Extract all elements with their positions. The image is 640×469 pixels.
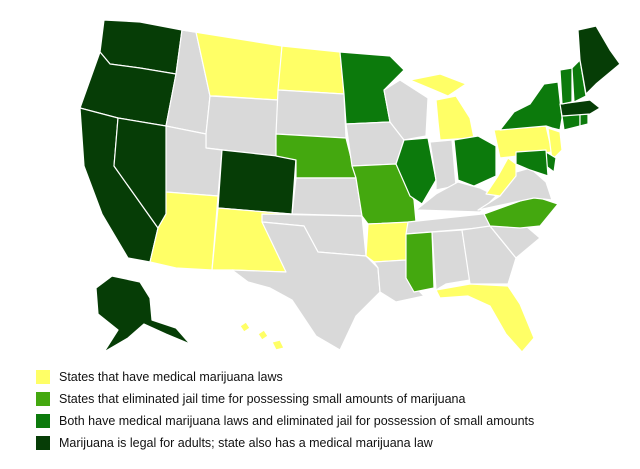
state-ky: [415, 181, 497, 213]
state-ms: [405, 231, 435, 293]
state-nd: [277, 45, 345, 95]
legend-label: States that have medical marijuana laws: [59, 370, 283, 384]
legend-item-medical: States that have medical marijuana laws: [36, 366, 534, 388]
state-wi: [383, 79, 429, 141]
legend-item-legal: Marijuana is legal for adults; state als…: [36, 432, 534, 454]
state-al: [431, 229, 471, 291]
state-ri: [579, 113, 589, 127]
state-az: [149, 191, 219, 271]
state-ar: [365, 221, 411, 263]
legend-label: States that eliminated jail time for pos…: [59, 392, 466, 406]
state-md: [515, 149, 549, 177]
us-map: [79, 19, 621, 353]
legend-label: Marijuana is legal for adults; state als…: [59, 436, 433, 450]
state-ga: [461, 225, 517, 285]
legend-item-both: Both have medical marijuana laws and eli…: [36, 410, 534, 432]
state-vt: [559, 67, 573, 105]
state-ks: [291, 177, 363, 217]
state-il: [395, 137, 437, 205]
state-me: [577, 25, 621, 95]
state-tx: [231, 221, 381, 351]
state-sd: [275, 89, 347, 139]
state-oh: [453, 135, 497, 187]
legend-swatch: [36, 370, 50, 384]
state-hi: [239, 321, 285, 351]
state-ma: [559, 99, 601, 117]
state-nh: [571, 59, 587, 103]
state-co: [217, 149, 297, 215]
legend-label: Both have medical marijuana laws and eli…: [59, 414, 535, 428]
state-wy: [205, 95, 279, 157]
state-ak: [95, 275, 191, 353]
state-fl: [435, 283, 535, 353]
legend-swatch: [36, 414, 50, 428]
map-legend: States that have medical marijuana laws …: [36, 366, 534, 454]
legend-swatch: [36, 392, 50, 406]
state-ny: [499, 81, 563, 131]
legend-swatch: [36, 436, 50, 450]
legend-item-decriminalized: States that eliminated jail time for pos…: [36, 388, 534, 410]
state-nj: [547, 127, 563, 161]
